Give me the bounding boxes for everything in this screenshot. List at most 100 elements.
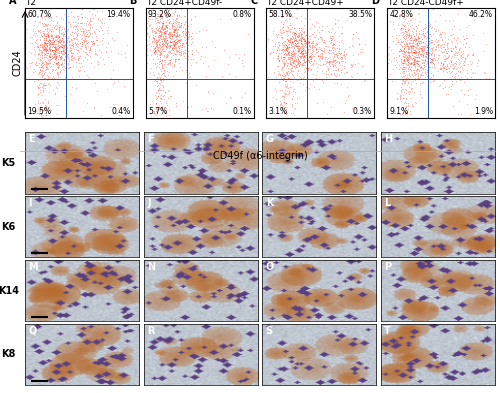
- Point: [318, 27, 326, 33]
- Point: [24, 11, 32, 17]
- Text: 3.1%: 3.1%: [268, 107, 287, 116]
- Text: T: T: [384, 326, 391, 336]
- Point: [92, 33, 100, 40]
- Point: [34, 84, 42, 90]
- Point: [278, 42, 286, 48]
- Point: [404, 54, 412, 60]
- Point: [402, 29, 410, 35]
- Point: [304, 38, 312, 44]
- Point: [72, 85, 80, 91]
- Point: [56, 44, 64, 50]
- Point: [421, 57, 429, 63]
- Point: [400, 50, 408, 56]
- Point: [408, 56, 416, 62]
- Point: [340, 51, 348, 57]
- Point: [289, 59, 297, 65]
- Point: [436, 44, 444, 51]
- Point: [446, 38, 454, 44]
- Point: [290, 58, 298, 64]
- Point: [40, 23, 48, 29]
- Point: [176, 64, 184, 70]
- Point: [32, 33, 40, 39]
- Point: [38, 66, 46, 73]
- Point: [29, 32, 37, 39]
- Point: [410, 89, 418, 95]
- Point: [283, 28, 291, 34]
- Point: [426, 25, 434, 31]
- Point: [313, 27, 321, 33]
- Point: [182, 35, 190, 42]
- Point: [42, 46, 50, 52]
- Point: [44, 52, 52, 58]
- Point: [424, 63, 432, 70]
- Point: [395, 66, 403, 72]
- Point: [178, 40, 186, 47]
- Point: [428, 56, 436, 62]
- Point: [150, 56, 158, 62]
- Point: [404, 62, 412, 69]
- Point: [58, 60, 66, 66]
- Point: [53, 60, 61, 66]
- Point: [72, 63, 80, 70]
- Point: [448, 64, 456, 71]
- Point: [172, 33, 180, 39]
- Point: [282, 75, 290, 82]
- Point: [402, 100, 409, 107]
- Point: [62, 13, 70, 19]
- Point: [428, 45, 436, 51]
- Point: [464, 70, 471, 76]
- Point: [404, 72, 412, 79]
- Point: [165, 19, 173, 26]
- Point: [156, 56, 164, 62]
- Point: [282, 91, 290, 97]
- Point: [187, 55, 195, 62]
- Point: [52, 46, 60, 52]
- Point: [410, 16, 418, 22]
- Point: [160, 67, 168, 73]
- Point: [151, 44, 159, 50]
- Point: [340, 49, 347, 55]
- Point: [276, 101, 284, 107]
- Point: [273, 55, 281, 61]
- Point: [94, 28, 102, 34]
- Point: [84, 31, 92, 37]
- Point: [110, 101, 118, 107]
- Point: [434, 38, 442, 44]
- Point: [402, 54, 410, 60]
- Point: [280, 90, 288, 96]
- Point: [58, 16, 66, 22]
- Point: [426, 51, 434, 57]
- Point: [31, 48, 39, 54]
- Point: [162, 36, 170, 42]
- Point: [429, 6, 437, 12]
- Point: [298, 61, 306, 67]
- Point: [77, 20, 85, 26]
- Point: [276, 102, 284, 108]
- Point: [42, 105, 50, 111]
- Point: [288, 50, 296, 56]
- Point: [298, 47, 306, 53]
- Point: [54, 32, 62, 38]
- Point: [78, 39, 86, 46]
- Point: [290, 25, 298, 31]
- Point: [45, 44, 53, 51]
- Point: [453, 40, 461, 46]
- Point: [182, 18, 190, 24]
- Point: [151, 32, 159, 39]
- Point: [336, 50, 344, 56]
- Point: [303, 45, 311, 51]
- Point: [441, 17, 449, 24]
- Point: [46, 51, 54, 57]
- Point: [158, 48, 166, 54]
- Point: [404, 54, 411, 61]
- Point: [278, 19, 285, 26]
- Point: [44, 98, 52, 104]
- Point: [306, 56, 314, 62]
- Point: [422, 71, 430, 77]
- Point: [90, 29, 98, 35]
- Point: [296, 53, 304, 59]
- Point: [286, 61, 294, 67]
- Point: [172, 68, 179, 75]
- Point: [94, 15, 102, 22]
- Point: [294, 47, 302, 53]
